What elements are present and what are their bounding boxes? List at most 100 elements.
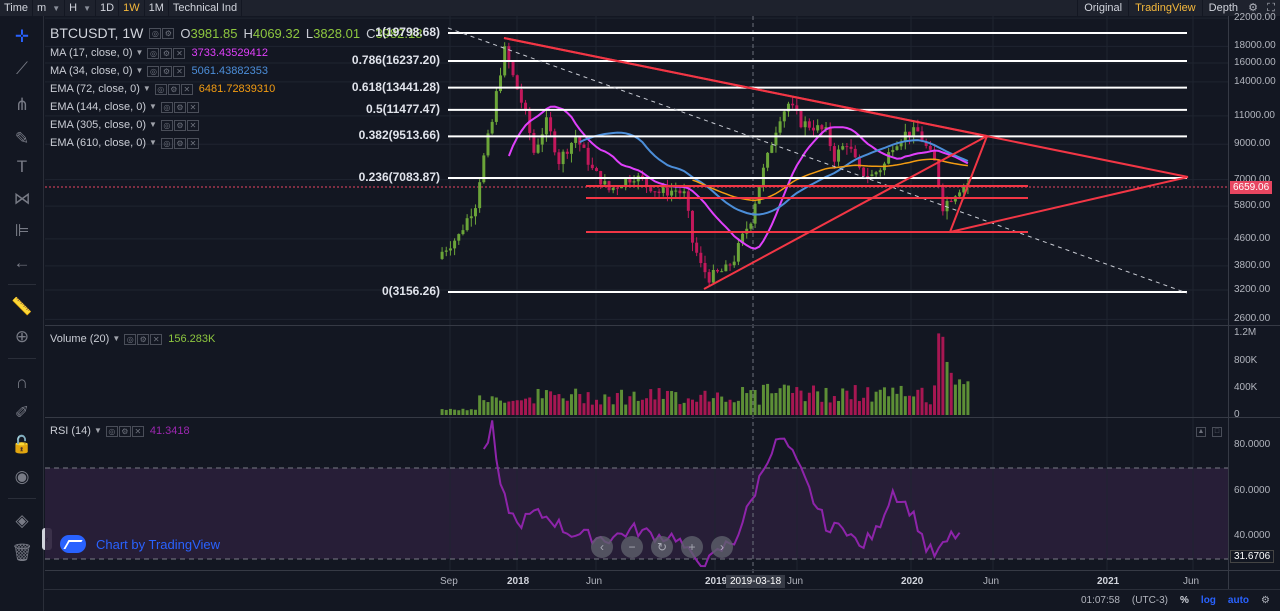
eye-icon[interactable]: ◎ bbox=[160, 137, 173, 149]
text-icon[interactable]: T bbox=[16, 157, 28, 176]
maximize-icon[interactable]: □ bbox=[1212, 427, 1222, 437]
move-up-icon[interactable]: ▲ bbox=[1196, 427, 1206, 437]
technical-indicators-button[interactable]: Technical Ind bbox=[169, 0, 243, 16]
candle-body bbox=[908, 131, 911, 137]
drawing-toolbar: ✛ ⟋ ⋔ ✎ T ⋈ ⊫ ← 📏 ⊕ ∩ ✐ 🔓 ◉ ◈ 🗑 bbox=[0, 16, 44, 611]
close-icon[interactable]: ✕ bbox=[186, 137, 199, 149]
fullscreen-icon[interactable]: ⛶ bbox=[1267, 2, 1275, 14]
eye-icon[interactable]: ◎ bbox=[154, 83, 167, 95]
indicator-name[interactable]: EMA (72, close, 0) bbox=[50, 83, 140, 95]
ruler-icon[interactable]: 📏 bbox=[11, 297, 33, 316]
trash-icon[interactable]: 🗑 bbox=[11, 543, 33, 562]
volume-bar bbox=[903, 396, 907, 415]
eye-icon[interactable]: ◉ bbox=[14, 467, 30, 486]
eye-icon[interactable]: ◎ bbox=[160, 101, 173, 113]
close-icon[interactable]: ✕ bbox=[173, 65, 186, 77]
gear-icon[interactable]: ⚙ bbox=[1261, 595, 1270, 606]
interval-1d-button[interactable]: 1D bbox=[96, 0, 120, 16]
eye-icon[interactable]: ◎ bbox=[124, 333, 137, 345]
volume-bar bbox=[736, 400, 740, 415]
chevron-down-icon[interactable]: ▼ bbox=[149, 138, 157, 147]
gear-icon[interactable]: ⚙ bbox=[162, 27, 175, 39]
crosshair-icon[interactable]: ✛ bbox=[14, 27, 30, 46]
measure-icon[interactable]: ⊫ bbox=[14, 221, 30, 240]
volume-bar bbox=[557, 394, 561, 415]
eye-icon[interactable]: ◎ bbox=[160, 119, 173, 131]
gear-icon[interactable]: ⚙ bbox=[173, 101, 186, 113]
close-icon[interactable]: ✕ bbox=[173, 47, 186, 59]
chevron-down-icon[interactable]: ▼ bbox=[93, 426, 102, 435]
symbol-label[interactable]: BTCUSDT, 1W bbox=[50, 25, 144, 41]
timezone[interactable]: (UTC-3) bbox=[1131, 595, 1169, 606]
volume-bar bbox=[661, 398, 665, 415]
eye-icon[interactable]: ◎ bbox=[149, 27, 162, 39]
settings-icon[interactable]: ⚙ bbox=[1248, 2, 1258, 14]
volume-bar bbox=[761, 384, 765, 415]
minute-interval-dropdown[interactable]: m ▼ bbox=[33, 0, 66, 16]
indicator-name[interactable]: MA (17, close, 0) bbox=[50, 47, 133, 59]
brush-icon[interactable]: ✎ bbox=[14, 129, 30, 148]
rsi-label[interactable]: RSI (14) bbox=[50, 425, 91, 437]
chevron-down-icon[interactable]: ▼ bbox=[142, 84, 151, 93]
percent-toggle[interactable]: % bbox=[1180, 595, 1189, 606]
candle-body bbox=[720, 271, 724, 273]
close-icon[interactable]: ✕ bbox=[186, 101, 199, 113]
close-icon[interactable]: ✕ bbox=[150, 333, 163, 345]
scroll-right-button[interactable]: › bbox=[711, 536, 733, 558]
gear-icon[interactable]: ⚙ bbox=[173, 137, 186, 149]
gear-icon[interactable]: ⚙ bbox=[167, 83, 180, 95]
fib-level-label: 0.786(16237.20) bbox=[351, 52, 440, 67]
tradingview-view-button[interactable]: TradingView bbox=[1128, 0, 1202, 16]
rsi-axis-label: 80.0000 bbox=[1234, 439, 1271, 451]
close-icon[interactable]: ✕ bbox=[186, 119, 199, 131]
depth-view-button[interactable]: Depth bbox=[1201, 0, 1244, 16]
layers-icon[interactable]: ◈ bbox=[15, 511, 29, 530]
chevron-down-icon[interactable]: ▼ bbox=[135, 48, 144, 57]
interval-1w-button[interactable]: 1W bbox=[119, 0, 145, 16]
tradingview-watermark[interactable]: Chart by TradingView bbox=[60, 535, 220, 553]
gear-icon[interactable]: ⚙ bbox=[160, 65, 173, 77]
scroll-left-button[interactable]: ‹ bbox=[591, 536, 613, 558]
lock-draw-icon[interactable]: ✐ bbox=[14, 403, 30, 422]
magnet-icon[interactable]: ∩ bbox=[15, 373, 29, 392]
candle-body bbox=[732, 261, 736, 266]
eye-icon[interactable]: ◎ bbox=[105, 425, 118, 437]
candle-body bbox=[895, 146, 899, 150]
chevron-down-icon[interactable]: ▼ bbox=[112, 334, 121, 343]
zoom-icon[interactable]: ⊕ bbox=[14, 327, 30, 346]
reset-chart-button[interactable]: ↻ bbox=[651, 536, 673, 558]
pattern-icon[interactable]: ⋈ bbox=[13, 189, 31, 208]
arrow-left-icon[interactable]: ← bbox=[13, 253, 31, 272]
gear-icon[interactable]: ⚙ bbox=[160, 47, 173, 59]
chevron-down-icon[interactable]: ▼ bbox=[149, 120, 157, 129]
close-icon[interactable]: ✕ bbox=[131, 425, 144, 437]
eye-icon[interactable]: ◎ bbox=[147, 65, 160, 77]
log-toggle[interactable]: log bbox=[1200, 595, 1216, 606]
lock-icon[interactable]: 🔓 bbox=[11, 435, 33, 454]
original-view-button[interactable]: Original bbox=[1077, 0, 1128, 16]
fork-icon[interactable]: ⋔ bbox=[14, 95, 30, 114]
eye-icon[interactable]: ◎ bbox=[147, 47, 160, 59]
chevron-down-icon[interactable]: ▼ bbox=[149, 102, 157, 111]
auto-toggle[interactable]: auto bbox=[1227, 595, 1250, 606]
gear-icon[interactable]: ⚙ bbox=[137, 333, 150, 345]
trendline-icon[interactable]: ⟋ bbox=[16, 59, 28, 78]
indicator-name[interactable]: EMA (610, close, 0) bbox=[50, 137, 146, 149]
zoom-out-button[interactable]: − bbox=[621, 536, 643, 558]
indicator-name[interactable]: EMA (305, close, 0) bbox=[50, 119, 146, 131]
chart-canvas[interactable] bbox=[0, 0, 1280, 589]
gear-icon[interactable]: ⚙ bbox=[173, 119, 186, 131]
hour-interval-dropdown[interactable]: H ▼ bbox=[65, 0, 97, 16]
interval-1m-button[interactable]: 1M bbox=[145, 0, 169, 16]
chevron-down-icon[interactable]: ▼ bbox=[135, 66, 144, 75]
volume-bar bbox=[720, 396, 724, 415]
zoom-in-button[interactable]: + bbox=[681, 536, 703, 558]
indicator-name[interactable]: EMA (144, close, 0) bbox=[50, 101, 146, 113]
candle-body bbox=[695, 242, 699, 253]
volume-label[interactable]: Volume (20) bbox=[50, 333, 110, 345]
close-icon[interactable]: ✕ bbox=[180, 83, 193, 95]
time-button[interactable]: Time bbox=[0, 0, 34, 16]
candle-body bbox=[536, 144, 540, 153]
indicator-name[interactable]: MA (34, close, 0) bbox=[50, 65, 133, 77]
gear-icon[interactable]: ⚙ bbox=[118, 425, 131, 437]
